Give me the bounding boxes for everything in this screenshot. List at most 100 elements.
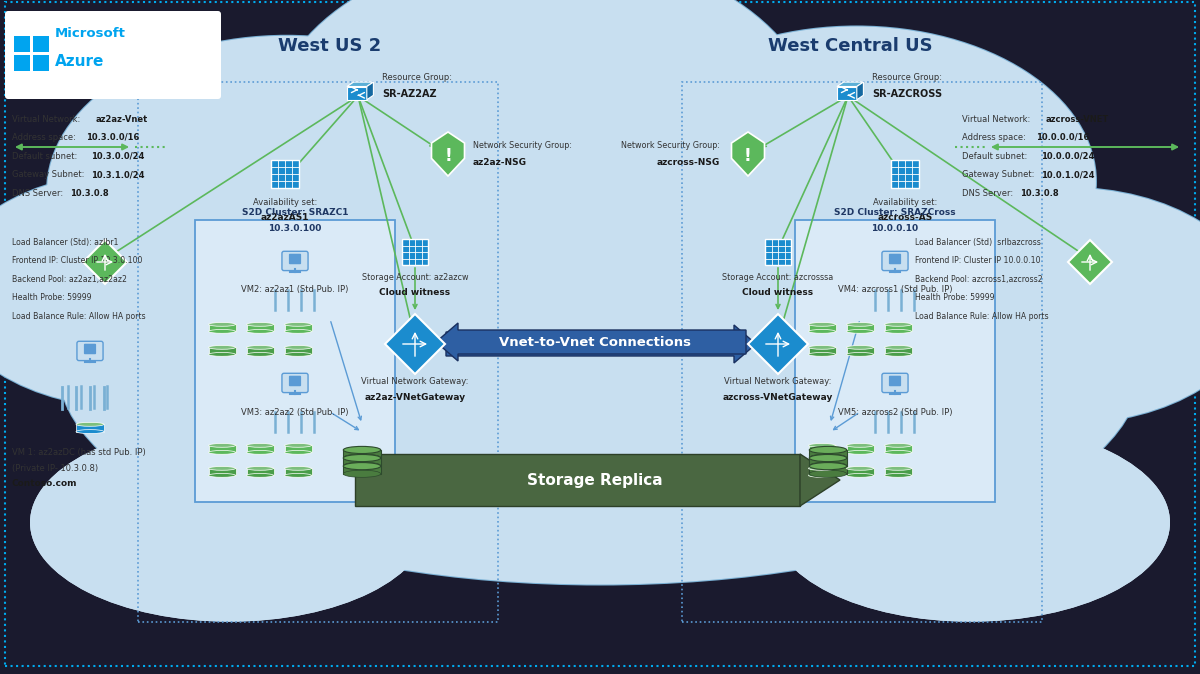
Text: 10.3.1.0/24: 10.3.1.0/24 — [91, 170, 144, 179]
Bar — [34, 36, 49, 52]
FancyArrow shape — [436, 323, 746, 361]
Polygon shape — [748, 314, 808, 374]
FancyBboxPatch shape — [289, 253, 301, 264]
Ellipse shape — [884, 466, 912, 470]
Polygon shape — [343, 466, 380, 474]
Ellipse shape — [59, 150, 1141, 584]
Ellipse shape — [846, 353, 874, 357]
Polygon shape — [83, 240, 127, 284]
Text: Gateway Subnet:: Gateway Subnet: — [12, 170, 84, 179]
Polygon shape — [209, 347, 235, 355]
Ellipse shape — [772, 423, 1170, 621]
Ellipse shape — [884, 346, 912, 349]
Text: Address space:: Address space: — [12, 133, 76, 142]
Text: Contoso.com: Contoso.com — [12, 479, 78, 489]
Text: az2az-NSG: az2az-NSG — [473, 158, 527, 166]
Polygon shape — [884, 347, 912, 355]
FancyBboxPatch shape — [890, 160, 919, 188]
Text: Cloud witness: Cloud witness — [743, 288, 814, 297]
FancyBboxPatch shape — [889, 375, 901, 386]
Text: Address space:: Address space: — [962, 133, 1026, 142]
FancyBboxPatch shape — [282, 373, 308, 392]
Text: Load Balance Rule: Allow HA ports: Load Balance Rule: Allow HA ports — [916, 311, 1049, 321]
Text: S2D Cluster: SRAZCross: S2D Cluster: SRAZCross — [834, 208, 956, 216]
Polygon shape — [732, 132, 764, 176]
Polygon shape — [343, 450, 380, 458]
Polygon shape — [284, 468, 312, 475]
Ellipse shape — [47, 36, 526, 346]
Ellipse shape — [846, 450, 874, 454]
Polygon shape — [809, 468, 835, 475]
Text: az2azAS1: az2azAS1 — [260, 212, 310, 222]
Text: 10.3.0.100: 10.3.0.100 — [269, 224, 322, 233]
Ellipse shape — [772, 423, 1170, 621]
Text: Azure: Azure — [55, 53, 104, 69]
Text: Storage Account: az2azcw: Storage Account: az2azcw — [361, 272, 468, 282]
FancyBboxPatch shape — [77, 341, 103, 361]
Text: Storage Replica: Storage Replica — [527, 472, 662, 487]
Ellipse shape — [846, 474, 874, 477]
Polygon shape — [809, 458, 847, 466]
Text: Health Probe: 59999: Health Probe: 59999 — [916, 293, 995, 302]
Ellipse shape — [809, 474, 835, 477]
Polygon shape — [884, 468, 912, 475]
Ellipse shape — [30, 423, 430, 621]
Ellipse shape — [343, 462, 380, 469]
FancyArrow shape — [446, 325, 756, 363]
Ellipse shape — [846, 466, 874, 470]
Ellipse shape — [209, 346, 235, 349]
Polygon shape — [884, 446, 912, 452]
Text: 10.0.0.10: 10.0.0.10 — [871, 224, 918, 233]
Text: West US 2: West US 2 — [278, 37, 382, 55]
Text: 10.3.0.0/24: 10.3.0.0/24 — [91, 152, 144, 160]
Ellipse shape — [209, 443, 235, 448]
Polygon shape — [809, 446, 835, 452]
Polygon shape — [1068, 240, 1112, 284]
Text: VM4: azcross1 (Std Pub. IP): VM4: azcross1 (Std Pub. IP) — [838, 284, 953, 293]
FancyBboxPatch shape — [289, 375, 301, 386]
Ellipse shape — [846, 443, 874, 448]
Text: Load Balance Rule: Allow HA ports: Load Balance Rule: Allow HA ports — [12, 311, 145, 321]
Text: Availability set:: Availability set: — [253, 197, 317, 206]
Ellipse shape — [846, 330, 874, 333]
Polygon shape — [385, 314, 445, 374]
Ellipse shape — [59, 150, 1141, 584]
Text: Frontend IP: Cluster IP 10.3.0.100: Frontend IP: Cluster IP 10.3.0.100 — [12, 256, 143, 265]
FancyBboxPatch shape — [5, 11, 221, 99]
Text: Resource Group:: Resource Group: — [382, 73, 452, 82]
Text: 10.3.0.0/16: 10.3.0.0/16 — [85, 133, 139, 142]
Ellipse shape — [846, 346, 874, 349]
Ellipse shape — [246, 353, 274, 357]
Ellipse shape — [246, 330, 274, 333]
Ellipse shape — [284, 474, 312, 477]
Text: S2D Cluster: SRAZC1: S2D Cluster: SRAZC1 — [241, 208, 348, 216]
Ellipse shape — [76, 429, 104, 433]
Ellipse shape — [270, 0, 816, 309]
Polygon shape — [838, 82, 864, 86]
Text: azcross-VNET: azcross-VNET — [1046, 115, 1109, 123]
Ellipse shape — [884, 443, 912, 448]
Ellipse shape — [809, 322, 835, 326]
Ellipse shape — [209, 466, 235, 470]
Ellipse shape — [884, 474, 912, 477]
Bar — [194, 220, 395, 502]
Text: azcross-VNetGateway: azcross-VNetGateway — [722, 392, 833, 402]
Text: Virtual Network Gateway:: Virtual Network Gateway: — [725, 377, 832, 386]
Text: Backend Pool: az2az1,az2az2: Backend Pool: az2az1,az2az2 — [12, 274, 127, 284]
Text: SR-AZ2AZ: SR-AZ2AZ — [382, 89, 437, 99]
Text: Load Balancer (Std): azlbr1: Load Balancer (Std): azlbr1 — [12, 237, 119, 247]
Ellipse shape — [246, 466, 274, 470]
Ellipse shape — [809, 462, 847, 470]
Text: Virtual Network:: Virtual Network: — [962, 115, 1031, 123]
Text: DNS Server:: DNS Server: — [12, 189, 64, 197]
Bar — [796, 220, 995, 502]
Text: 10.0.1.0/24: 10.0.1.0/24 — [1040, 170, 1094, 179]
Ellipse shape — [246, 346, 274, 349]
Polygon shape — [846, 468, 874, 475]
Text: Availability set:: Availability set: — [872, 197, 937, 206]
Ellipse shape — [884, 322, 912, 326]
Text: Frontend IP: Cluster IP 10.0.0.10: Frontend IP: Cluster IP 10.0.0.10 — [916, 256, 1040, 265]
Ellipse shape — [284, 466, 312, 470]
Bar — [682, 82, 1042, 622]
Bar — [138, 82, 498, 622]
